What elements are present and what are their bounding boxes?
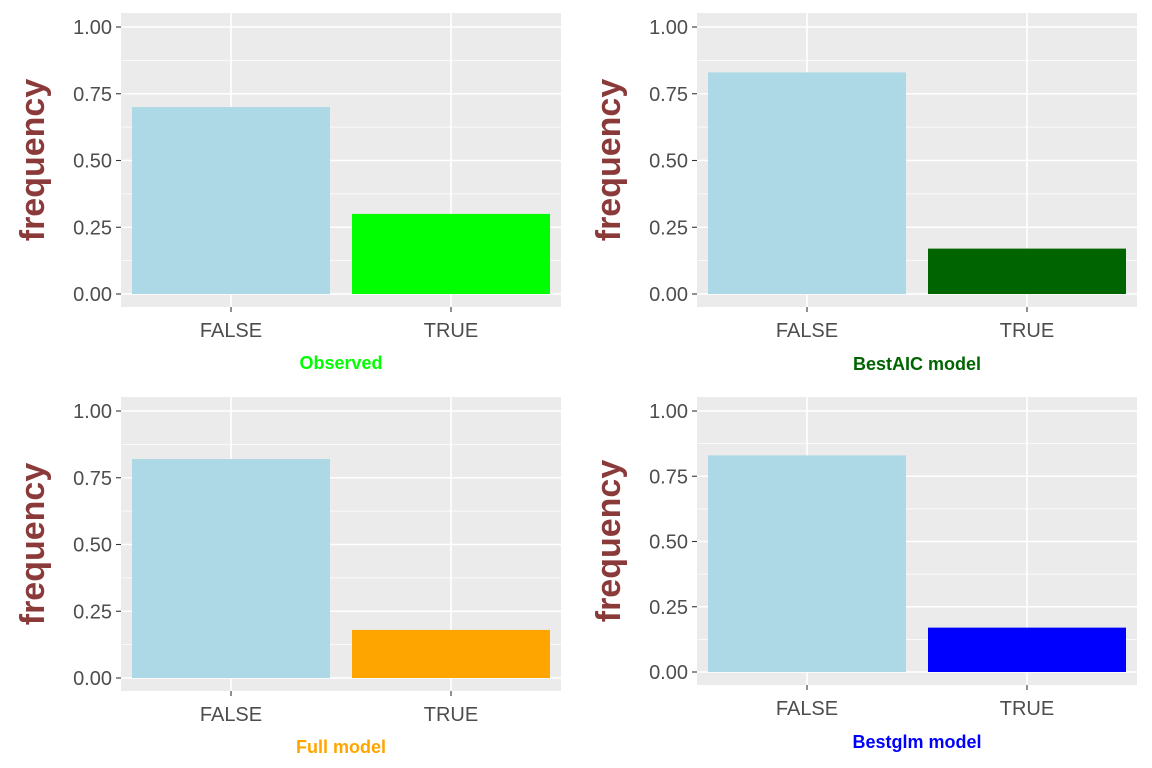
- x-tick-label: TRUE: [1000, 320, 1054, 342]
- bar-true: [352, 213, 550, 294]
- y-tick-label: 0.75: [649, 84, 688, 106]
- x-tick-label: FALSE: [776, 320, 838, 342]
- y-tick-label: 1.00: [649, 401, 688, 423]
- bar-true: [928, 627, 1126, 672]
- bar-false: [708, 455, 906, 672]
- y-tick-label: 0.75: [73, 84, 112, 106]
- x-tick-label: TRUE: [424, 320, 478, 342]
- y-tick-label: 0.25: [649, 597, 688, 619]
- y-tick-label: 0.50: [649, 151, 688, 173]
- y-tick-label: 0.50: [73, 151, 112, 173]
- chart-panel-3: 0.00 0.25 0.50 0.75 1.00 FALSE TRUE frequency Fu…: [14, 397, 561, 757]
- x-tick-label: TRUE: [424, 704, 478, 726]
- y-tick-label: 0.25: [649, 217, 688, 239]
- y-tick-label: 0.00: [73, 668, 112, 690]
- y-axis-title: frequency: [590, 79, 628, 242]
- bar-false: [708, 72, 906, 294]
- bar-true: [928, 248, 1126, 294]
- x-tick-label: FALSE: [776, 698, 838, 720]
- bar-false: [132, 459, 330, 678]
- x-tick-label: FALSE: [200, 704, 262, 726]
- y-tick-label: 1.00: [649, 17, 688, 39]
- y-tick-label: 0.50: [649, 532, 688, 554]
- x-axis-title: Full model: [296, 737, 386, 757]
- y-tick-label: 0.25: [73, 217, 112, 239]
- y-tick-label: 0.00: [73, 284, 112, 306]
- chart-panel-1: 0.00 0.25 0.50 0.75 1.00 FALSE TRUE frequency Ob…: [14, 13, 561, 373]
- y-tick-label: 1.00: [73, 17, 112, 39]
- x-axis-title: Bestglm model: [852, 732, 981, 752]
- y-tick-label: 0.75: [73, 468, 112, 490]
- y-tick-label: 0.75: [649, 466, 688, 488]
- y-axis-title: frequency: [14, 463, 52, 626]
- y-axis-title: frequency: [590, 460, 628, 623]
- x-axis-title: BestAIC model: [853, 354, 981, 374]
- y-tick-label: 0.50: [73, 535, 112, 557]
- y-tick-label: 0.00: [649, 284, 688, 306]
- x-tick-label: FALSE: [200, 320, 262, 342]
- x-tick-label: TRUE: [1000, 698, 1054, 720]
- bar-false: [132, 107, 330, 294]
- chart-panel-2: 0.00 0.25 0.50 0.75 1.00 FALSE TRUE frequency Be…: [590, 13, 1137, 374]
- y-tick-label: 0.00: [649, 662, 688, 684]
- chart-panel-4: 0.00 0.25 0.50 0.75 1.00 FALSE TRUE frequency Be…: [590, 397, 1137, 752]
- y-tick-label: 0.25: [73, 601, 112, 623]
- y-tick-label: 1.00: [73, 401, 112, 423]
- bar-true: [352, 629, 550, 678]
- y-axis-title: frequency: [14, 79, 52, 242]
- x-axis-title: Observed: [299, 353, 382, 373]
